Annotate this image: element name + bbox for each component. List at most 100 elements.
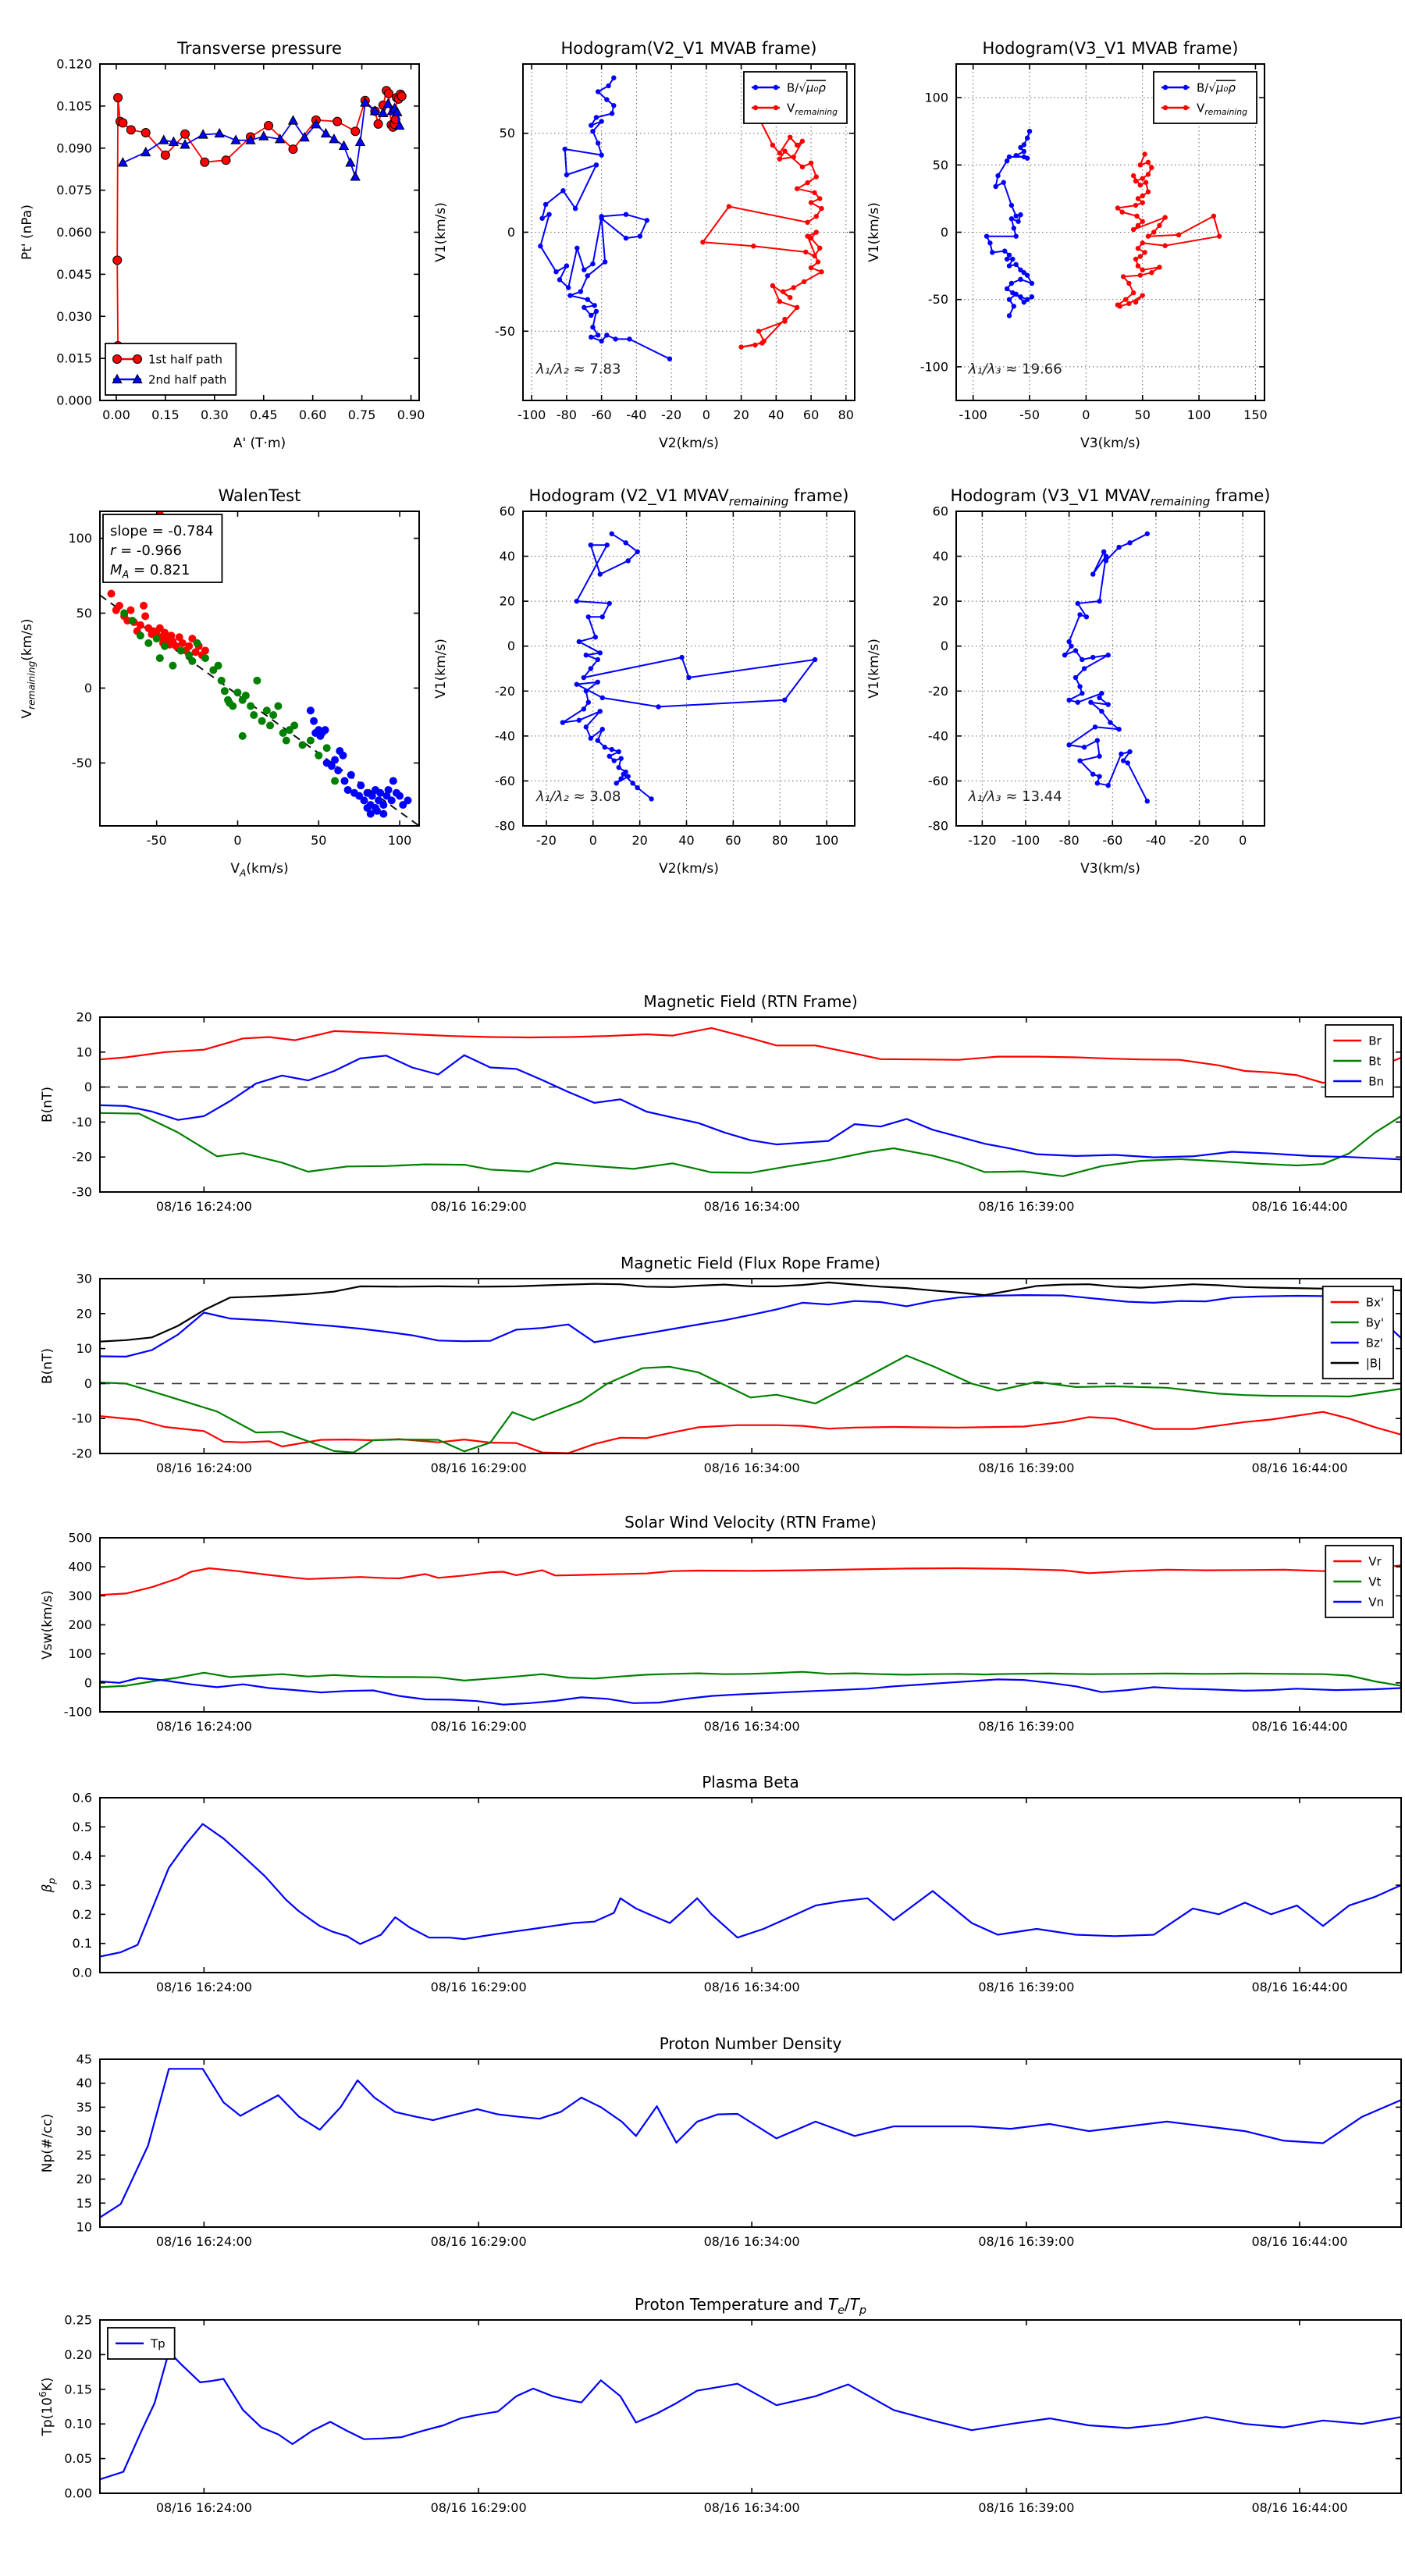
y-tick-label: 0.045 xyxy=(56,267,92,282)
x-tick-label: 08/16 16:24:00 xyxy=(156,1719,252,1734)
series-By' xyxy=(99,1354,1402,1453)
chart-title-hodogram_v2v1_mvab: Hodogram(V2_V1 MVAB frame) xyxy=(561,39,817,59)
x-tick-label: 0 xyxy=(589,833,597,848)
x-tick-label: 08/16 16:24:00 xyxy=(156,1199,252,1214)
legend-hodogram_v3v1_mvab: B/√μ₀ρ Vremaining xyxy=(1153,71,1257,124)
y-tick-label: 60 xyxy=(933,504,948,519)
legend-label: Bz' xyxy=(1366,1336,1383,1350)
y-tick-label: 20 xyxy=(76,2172,92,2186)
plot-b_rtn: 08/16 16:24:00 08/16 16:29:00 08/16 16:34:… xyxy=(40,992,1402,1214)
y-axis-label: Tp(106K) xyxy=(37,2377,55,2436)
axes-box xyxy=(99,2319,1402,2494)
x-tick-label: 08/16 16:34:00 xyxy=(704,1980,800,1994)
axes-box xyxy=(522,511,855,827)
plot-hodogram_v3v1_mvab: -100 -50 0 50 100 150 -100 -50 0 50 100 Hodogram(V3… xyxy=(866,39,1268,451)
y-tick-label: 0 xyxy=(507,639,515,653)
y-tick-label: 100 xyxy=(68,1646,92,1661)
chart-title-proton_density: Proton Number Density xyxy=(660,2034,842,2053)
series-B hodogram xyxy=(1064,532,1148,802)
x-tick-label: 08/16 16:44:00 xyxy=(1251,1461,1347,1475)
legend-label: Br xyxy=(1368,1034,1382,1048)
x-tick-label: 08/16 16:39:00 xyxy=(978,1461,1074,1475)
legend-b_rtn: Br Bt Bn xyxy=(1325,1024,1394,1098)
x-tick-label: 0.15 xyxy=(151,407,180,422)
y-tick-label: -60 xyxy=(495,774,515,788)
y-tick-label: -50 xyxy=(495,324,515,339)
legend-box xyxy=(743,71,848,124)
series-Vt xyxy=(99,1670,1402,1688)
x-tick-label: 08/16 16:29:00 xyxy=(431,1199,527,1214)
x-tick-label: 100 xyxy=(388,833,412,848)
y-axis-label: B(nT) xyxy=(40,1087,55,1123)
x-tick-label: -80 xyxy=(557,407,577,422)
y-tick-label: 0 xyxy=(84,1080,92,1094)
y-tick-label: 10 xyxy=(76,1341,92,1356)
x-tick-label: 08/16 16:44:00 xyxy=(1251,2234,1347,2249)
y-tick-label: 10 xyxy=(76,1044,92,1059)
chart-title-plasma_beta: Plasma Beta xyxy=(702,1773,799,1791)
y-tick-label: 20 xyxy=(76,1306,92,1321)
series-Bn xyxy=(99,1054,1402,1161)
chart-title-transverse_pressure: Transverse pressure xyxy=(176,39,342,58)
y-tick-label: 0.1 xyxy=(73,1936,92,1951)
x-tick-label: 08/16 16:34:00 xyxy=(704,2500,800,2515)
x-tick-label: -60 xyxy=(1102,833,1122,848)
y-tick-label: -40 xyxy=(495,728,515,743)
x-axis-label: V3(km/s) xyxy=(1080,436,1140,451)
y-tick-label: 100 xyxy=(924,91,948,105)
x-axis-label: A' (T·m) xyxy=(233,436,286,451)
series-Tp xyxy=(99,2350,1402,2481)
y-tick-label: -20 xyxy=(72,1150,92,1165)
y-tick-label: -50 xyxy=(72,756,92,770)
chart-title-proton_temp: Proton Temperature and Te/Tp xyxy=(635,2295,866,2317)
legend-hodogram_v2v1_mvab: B/√μ₀ρ Vremaining xyxy=(743,71,848,124)
legend-label: Tp xyxy=(150,2336,165,2350)
y-tick-label: -60 xyxy=(928,774,948,788)
plot-v_rtn: 08/16 16:24:00 08/16 16:29:00 08/16 16:34:… xyxy=(40,1513,1402,1734)
y-tick-label: 40 xyxy=(76,2076,92,2090)
axes-box xyxy=(99,1278,1402,1454)
x-tick-label: 50 xyxy=(311,833,326,848)
y-tick-label: -30 xyxy=(72,1185,92,1200)
plot-transverse_pressure: 0.00 0.15 0.30 0.45 0.60 0.75 0.90 0.000 0.015 0.… xyxy=(20,39,425,451)
x-tick-label: 08/16 16:34:00 xyxy=(704,1719,800,1734)
y-tick-label: 40 xyxy=(933,549,948,564)
y-tick-label: 0.3 xyxy=(73,1878,92,1893)
annotation: λ₁/λ₂ ≈ 3.08 xyxy=(535,788,621,805)
y-axis-label: Vremaining(km/s) xyxy=(20,619,37,719)
series-2nd half path xyxy=(123,101,400,178)
y-tick-label: 0 xyxy=(84,1376,92,1391)
y-axis-label: V1(km/s) xyxy=(866,639,882,699)
y-tick-label: 50 xyxy=(76,606,92,621)
y-tick-label: 0.15 xyxy=(64,2382,92,2396)
x-tick-label: 80 xyxy=(838,407,854,422)
y-tick-label: 35 xyxy=(76,2100,92,2115)
y-axis-label: Pt' (nPa) xyxy=(20,205,35,260)
y-tick-label: 100 xyxy=(68,531,92,546)
plot-hodogram_v2v1_mvab: -100 -80 -60 -40 -20 0 20 40 60 80 -50 0 50 Hodogram(… xyxy=(433,39,855,451)
axes-box xyxy=(955,511,1265,827)
y-tick-label: 0.05 xyxy=(64,2451,92,2466)
x-tick-label: 08/16 16:29:00 xyxy=(431,1461,527,1475)
plot-plasma_beta: 08/16 16:24:00 08/16 16:29:00 08/16 16:34:… xyxy=(40,1773,1402,1994)
y-tick-label: -100 xyxy=(64,1705,92,1720)
y-tick-label: 0.120 xyxy=(56,57,92,72)
y-tick-label: 0.00 xyxy=(64,2486,92,2501)
plot-hodogram_v3v1_mvav: -120 -100 -80 -60 -40 -20 0 -80 -60 -40 -20 0 20 40 60… xyxy=(866,486,1270,877)
y-tick-label: 0 xyxy=(84,1675,92,1690)
x-axis-label: V2(km/s) xyxy=(659,861,719,877)
y-tick-label: 0.000 xyxy=(56,393,92,408)
y-tick-label: -20 xyxy=(495,684,515,699)
y-axis-label: V1(km/s) xyxy=(433,639,449,699)
plot-walen_test: -50 0 50 100 -50 0 50 100 WalenTest VA(km/s) Vrema… xyxy=(20,486,420,878)
x-tick-label: -100 xyxy=(959,407,987,422)
series-Br xyxy=(99,1026,1402,1084)
x-tick-label: 08/16 16:34:00 xyxy=(704,2234,800,2249)
x-tick-label: 08/16 16:24:00 xyxy=(156,1461,252,1475)
y-tick-label: -40 xyxy=(928,728,948,743)
y-axis-label: B(nT) xyxy=(40,1348,55,1384)
y-axis-label: Np(#/cc) xyxy=(40,2114,55,2172)
x-tick-label: 0 xyxy=(702,407,710,422)
y-tick-label: 0.0 xyxy=(73,1966,92,1980)
legend-box xyxy=(1153,71,1257,124)
